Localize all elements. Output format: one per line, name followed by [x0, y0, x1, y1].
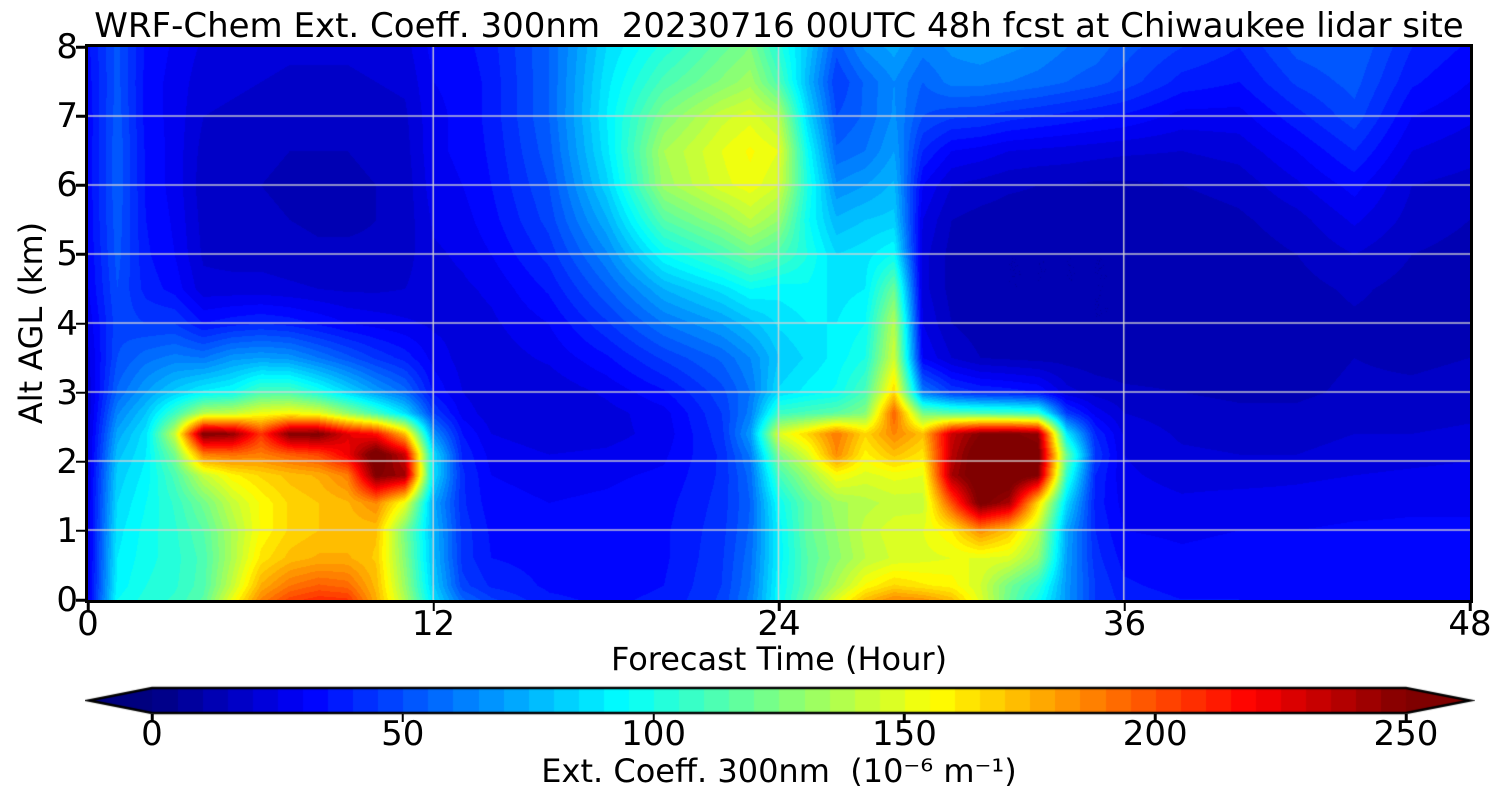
x-tick-mark: [86, 602, 90, 611]
colorbar-tick-label: 200: [1122, 714, 1188, 754]
colorbar-tick-label: 150: [871, 714, 937, 754]
y-tick-label: 0: [56, 580, 78, 620]
y-tick-mark: [76, 529, 85, 533]
x-tick-mark: [1123, 602, 1126, 611]
x-axis-label: Forecast Time (Hour): [610, 640, 948, 678]
colorbar-tick-mark: [150, 714, 154, 722]
y-tick-label: 3: [56, 372, 78, 413]
heatmap-canvas: [88, 47, 1470, 600]
colorbar-tick-label: 100: [621, 714, 687, 754]
x-tick-label: 0: [77, 604, 99, 644]
y-tick-label: 1: [56, 510, 78, 551]
colorbar-tick-mark: [1153, 714, 1157, 722]
colorbar-label: Ext. Coeff. 300nm (10⁻⁶ m⁻¹): [541, 752, 1017, 790]
colorbar-tick-mark: [652, 714, 655, 722]
colorbar-tick-label: 0: [141, 714, 163, 754]
y-tick-mark: [76, 460, 85, 463]
plot-area: [85, 44, 1473, 603]
y-tick-mark: [76, 322, 85, 325]
y-tick-mark: [76, 114, 85, 118]
x-tick-mark: [777, 602, 781, 611]
y-tick-label: 7: [56, 96, 78, 137]
colorbar-tick-mark: [401, 714, 405, 722]
plot-title: WRF-Chem Ext. Coeff. 300nm 20230716 00UT…: [94, 6, 1464, 46]
x-tick-mark: [432, 602, 435, 611]
y-tick-mark: [76, 253, 85, 256]
colorbar-tick-label: 50: [381, 714, 425, 754]
y-tick-mark: [76, 391, 85, 394]
colorbar-tick-mark: [1404, 714, 1408, 722]
colorbar-canvas: [85, 682, 1475, 720]
y-tick-mark: [76, 184, 85, 187]
y-tick-mark: [76, 45, 85, 49]
y-tick-label: 8: [56, 27, 78, 67]
y-tick-label: 5: [56, 234, 78, 275]
y-tick-label: 6: [56, 165, 78, 206]
x-tick-mark: [1468, 602, 1472, 611]
y-tick-label: 4: [56, 303, 78, 344]
y-tick-mark: [76, 598, 85, 602]
y-tick-label: 2: [56, 441, 78, 482]
colorbar-tick-label: 250: [1373, 714, 1439, 754]
colorbar-tick-mark: [903, 714, 906, 722]
